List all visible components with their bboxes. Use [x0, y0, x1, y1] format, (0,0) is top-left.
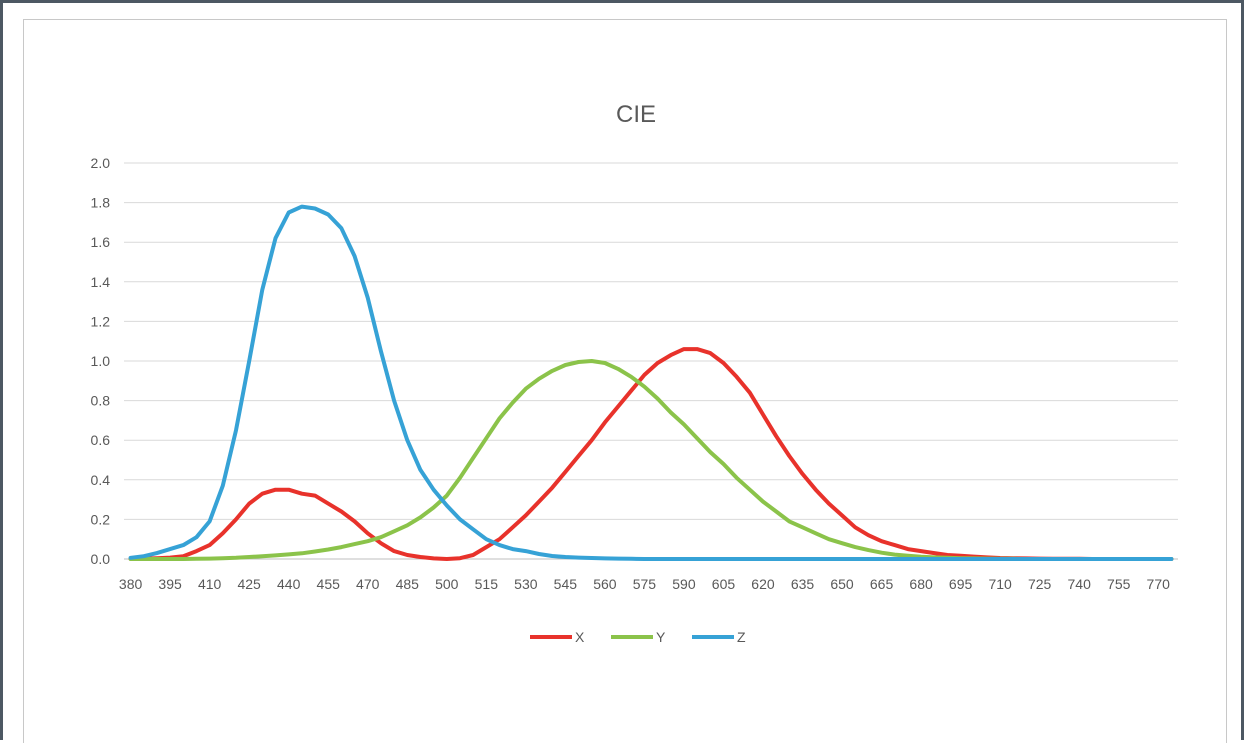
x-tick-label: 455: [317, 576, 341, 592]
gridlines: [124, 162, 1178, 560]
x-tick-label: 470: [356, 576, 380, 592]
y-tick-label: 0.6: [91, 432, 111, 448]
y-tick-label: 0.0: [91, 551, 111, 567]
y-tick-label: 0.8: [91, 393, 111, 409]
y-tick-label: 1.2: [91, 313, 111, 329]
x-tick-label: 740: [1068, 576, 1092, 592]
series-line-y: [128, 359, 1174, 561]
x-tick-label: 725: [1028, 576, 1052, 592]
x-tick-label: 710: [988, 576, 1012, 592]
series-lines: [128, 204, 1174, 561]
series-line-x: [128, 347, 1174, 561]
y-tick-label: 1.8: [91, 195, 111, 211]
x-tick-label: 635: [791, 576, 815, 592]
y-tick-label: 1.0: [91, 353, 111, 369]
x-tick-label: 590: [672, 576, 696, 592]
x-tick-label: 560: [593, 576, 617, 592]
x-tick-label: 680: [909, 576, 933, 592]
y-tick-label: 2.0: [91, 155, 111, 171]
x-tick-label: 380: [119, 576, 143, 592]
x-tick-label: 485: [396, 576, 420, 592]
x-tick-label: 395: [158, 576, 182, 592]
x-tick-label: 695: [949, 576, 973, 592]
legend-label-x: X: [575, 629, 585, 645]
x-tick-label: 770: [1147, 576, 1171, 592]
chart-area: CIE 0.0 0.2 0.4 0.6 0.8 1.0 1.2 1.4 1.6 1.8 2.0 38…: [23, 19, 1227, 743]
x-axis-ticks: 380 395 410 425 440 455 470 485 500 515 530 545 560 5…: [119, 576, 1170, 592]
x-tick-label: 515: [475, 576, 499, 592]
cie-chart: CIE 0.0 0.2 0.4 0.6 0.8 1.0 1.2 1.4 1.6 1.8 2.0 38…: [91, 101, 1178, 645]
legend-label-z: Z: [737, 629, 746, 645]
legend-label-y: Y: [656, 629, 666, 645]
y-tick-label: 1.6: [91, 234, 111, 250]
x-tick-label: 650: [830, 576, 854, 592]
y-axis-ticks: 0.0 0.2 0.4 0.6 0.8 1.0 1.2 1.4 1.6 1.8 2.0: [91, 155, 111, 567]
legend: X Y Z: [530, 629, 746, 645]
x-tick-label: 575: [633, 576, 657, 592]
y-tick-label: 1.4: [91, 274, 111, 290]
x-tick-label: 410: [198, 576, 222, 592]
x-tick-label: 665: [870, 576, 894, 592]
x-tick-label: 500: [435, 576, 459, 592]
y-tick-label: 0.2: [91, 511, 111, 527]
x-tick-label: 440: [277, 576, 301, 592]
chart-title: CIE: [616, 101, 656, 128]
y-tick-label: 0.4: [91, 472, 111, 488]
series-line-z: [128, 204, 1174, 561]
x-tick-label: 605: [712, 576, 736, 592]
x-tick-label: 530: [514, 576, 538, 592]
x-tick-label: 620: [751, 576, 775, 592]
x-tick-label: 545: [554, 576, 578, 592]
x-tick-label: 425: [237, 576, 261, 592]
x-tick-label: 755: [1107, 576, 1131, 592]
